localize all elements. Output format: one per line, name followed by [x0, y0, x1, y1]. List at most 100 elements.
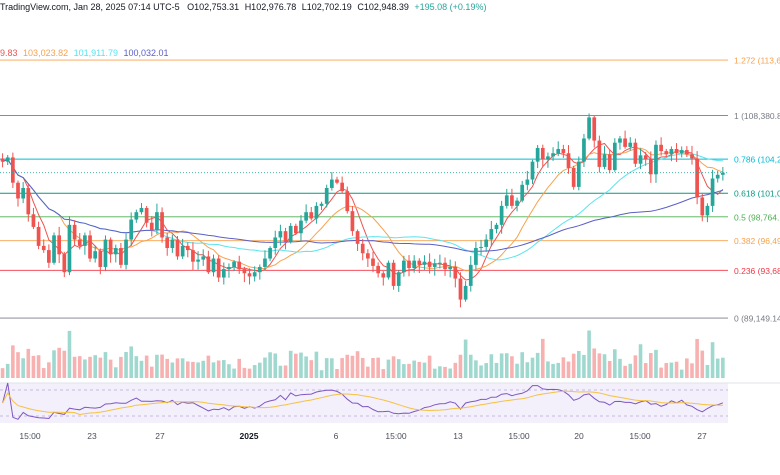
volume-bar: [47, 362, 51, 378]
candle: [407, 255, 411, 277]
candle-body: [643, 155, 648, 160]
candle-body: [201, 256, 206, 260]
x-tick-label: 27: [155, 431, 165, 441]
candle: [16, 180, 20, 207]
volume-bar: [715, 358, 720, 378]
candle: [561, 144, 566, 158]
candle-body: [149, 222, 154, 231]
volume-bar: [222, 360, 226, 378]
candle: [67, 216, 72, 276]
volume-bar: [705, 364, 710, 378]
candle: [11, 152, 15, 189]
candle-body: [489, 229, 494, 240]
candle: [690, 145, 694, 165]
candle-body: [52, 235, 56, 263]
volume-bar: [88, 356, 92, 378]
volume-bar: [695, 338, 699, 378]
candle-body: [417, 260, 422, 265]
candle-body: [592, 117, 597, 141]
candle: [26, 184, 31, 222]
candle-body: [638, 155, 643, 164]
candle: [160, 207, 164, 243]
candle: [633, 138, 638, 168]
ma-value-fast: 9.83: [0, 48, 18, 58]
candle: [221, 262, 226, 285]
volume-bar: [613, 349, 617, 378]
candle-body: [155, 212, 159, 231]
volume-bar: [407, 363, 411, 378]
fib-level-0.618: 0.618 (101,0: [0, 189, 780, 199]
volume-bar: [659, 367, 663, 378]
candle: [566, 145, 571, 174]
candle-body: [371, 258, 375, 266]
candle-body: [700, 197, 705, 216]
candle-body: [540, 147, 545, 160]
volume-bar: [643, 363, 648, 378]
candle: [607, 149, 612, 174]
volume-bar: [628, 363, 633, 378]
candle-body: [633, 142, 638, 164]
ohlc-change: +195.08 (+0.19%): [414, 2, 487, 12]
candle-body: [304, 212, 308, 221]
volume-bar: [458, 354, 463, 378]
volume-bar: [540, 338, 545, 378]
candle-body: [21, 187, 26, 199]
candle-body: [288, 225, 293, 242]
volume-bar: [324, 358, 329, 378]
candle-body: [232, 261, 236, 267]
candle-body: [515, 200, 519, 206]
candle: [304, 204, 308, 224]
volume-bar: [499, 353, 504, 378]
candle-body: [185, 245, 190, 251]
source-label: TradingView.com, Jan 28, 2025 07:14 UTC-…: [0, 2, 180, 12]
fib-label: 0.786 (104,2: [734, 155, 780, 165]
candle: [674, 143, 679, 162]
candle: [489, 220, 494, 247]
fib-label: 0 (89,149.14: [734, 314, 780, 324]
volume-bar: [31, 355, 36, 378]
candle: [576, 156, 581, 191]
candle-body: [386, 262, 391, 278]
candle-body: [520, 184, 525, 201]
candle: [628, 137, 633, 151]
candle: [684, 146, 689, 158]
candle: [335, 176, 339, 185]
volume-bar: [155, 354, 159, 378]
candle-body: [119, 248, 123, 265]
candle: [98, 248, 103, 275]
candles: [0, 113, 725, 308]
candle: [257, 264, 262, 280]
volume-bar: [232, 368, 236, 378]
candle-body: [278, 231, 283, 238]
candle-body: [453, 266, 458, 279]
fib-label: 0.382 (96,49: [734, 236, 780, 246]
candle-body: [510, 195, 514, 206]
volume-bar: [515, 363, 519, 378]
volume-bar: [607, 360, 612, 378]
candle: [571, 165, 576, 190]
volume-bar: [67, 330, 72, 378]
candle: [324, 184, 329, 208]
volume-bar: [227, 364, 231, 378]
candle: [283, 227, 288, 250]
candle: [587, 113, 591, 141]
volume-bar: [180, 358, 185, 378]
candle-body: [710, 178, 715, 206]
volume-bar: [561, 357, 566, 378]
volume-bar: [618, 358, 622, 378]
volume-bar: [350, 355, 355, 378]
ma-legend: 9.83 103,023.82 101,911.79 100,032.01: [0, 48, 172, 59]
candle: [597, 135, 602, 173]
volume-bar: [664, 363, 669, 378]
candle: [165, 232, 170, 256]
volume-bar: [669, 362, 674, 378]
candle-body: [62, 254, 67, 273]
volume-bar: [525, 362, 530, 378]
x-tick-label: 15:00: [629, 431, 651, 441]
volume-bar: [438, 366, 442, 378]
candle-body: [458, 278, 463, 300]
candle: [515, 197, 519, 212]
candle: [103, 235, 108, 272]
candle-body: [247, 273, 252, 277]
volume-bar: [582, 354, 586, 378]
